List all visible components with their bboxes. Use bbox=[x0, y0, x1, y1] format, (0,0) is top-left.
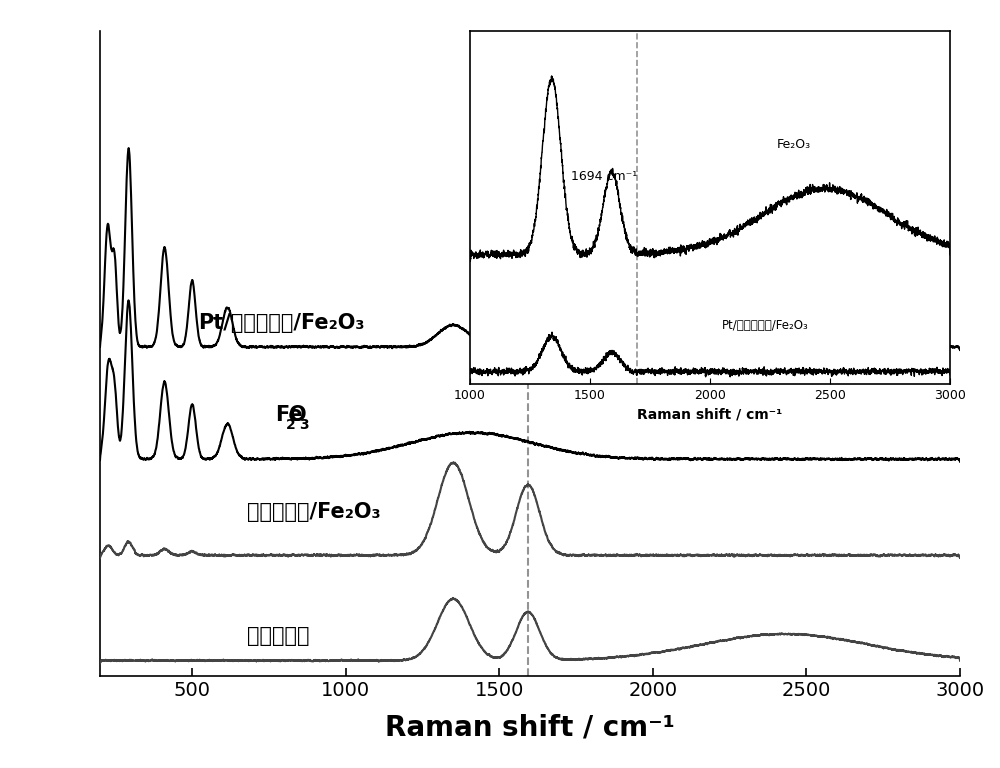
Text: Pt/氧化石墨烯/Fe₂O₃: Pt/氧化石墨烯/Fe₂O₃ bbox=[198, 313, 365, 333]
Text: 氧化石墨烯/Fe₂O₃: 氧化石墨烯/Fe₂O₃ bbox=[247, 502, 381, 521]
Text: Fe: Fe bbox=[275, 406, 303, 425]
Text: Pt/氧化石墨烯/Fe₂O₃: Pt/氧化石墨烯/Fe₂O₃ bbox=[722, 319, 809, 332]
Text: 3: 3 bbox=[299, 419, 308, 432]
Text: 氧化石墨烯: 氧化石墨烯 bbox=[247, 626, 310, 646]
Text: Fe₂O₃: Fe₂O₃ bbox=[777, 138, 811, 151]
X-axis label: Raman shift / cm⁻¹: Raman shift / cm⁻¹ bbox=[385, 713, 675, 742]
X-axis label: Raman shift / cm⁻¹: Raman shift / cm⁻¹ bbox=[637, 407, 783, 422]
Text: 1694 cm⁻¹: 1694 cm⁻¹ bbox=[571, 170, 637, 183]
Text: 2: 2 bbox=[286, 419, 296, 432]
Text: O: O bbox=[289, 406, 307, 425]
